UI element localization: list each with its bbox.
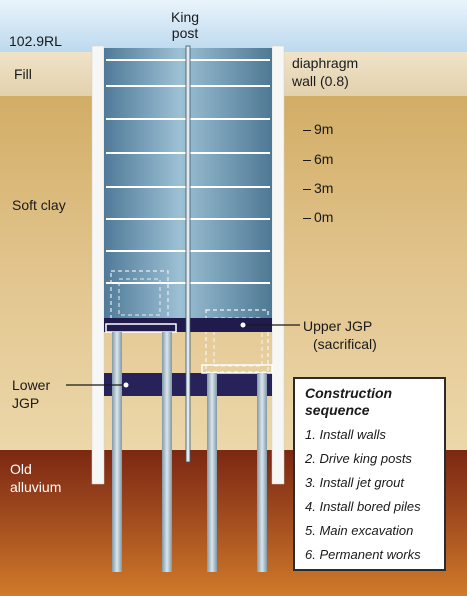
sequence-step: 6. Permanent works [305, 547, 421, 562]
sky-layer [0, 0, 467, 52]
reduced-level-label: 102.9RL [9, 33, 62, 49]
pile-cap-right [201, 364, 273, 374]
construction-sequence-title: Construction sequence [305, 385, 393, 418]
fill-label: Fill [14, 66, 32, 82]
sequence-step: 3. Install jet grout [305, 475, 404, 490]
depth-9m: 9m [303, 121, 333, 138]
diaphragm-wall-left [91, 45, 105, 485]
lower-jgp-label: Lower JGP [12, 377, 51, 411]
diaphragm-wall-label: diaphragm wall (0.8) [292, 55, 359, 89]
bored-pile-3 [207, 373, 217, 572]
upper-jgp-label: Upper JGP (sacrifical) [303, 318, 377, 352]
sequence-step: 4. Install bored piles [305, 499, 421, 514]
depth-0m: 0m [303, 209, 333, 226]
pile-cap-outline-left-inner [118, 278, 161, 316]
lower-jgp-marker [123, 382, 129, 388]
king-post [185, 45, 191, 463]
old-alluvium-label: Old alluvium [10, 461, 62, 495]
construction-sequence-list: 1. Install walls 2. Drive king posts 3. … [305, 423, 436, 567]
upper-jgp-marker [240, 322, 246, 328]
sequence-step: 1. Install walls [305, 427, 386, 442]
diaphragm-wall-right [271, 45, 285, 485]
pile-cap-outline-right [205, 309, 269, 373]
pile-cap-left [105, 323, 177, 333]
bored-pile-4 [257, 373, 267, 572]
depth-6m: 6m [303, 151, 333, 168]
soft-clay-label: Soft clay [12, 197, 66, 213]
king-post-label: King post [171, 9, 200, 41]
depth-3m: 3m [303, 180, 333, 197]
sequence-step: 5. Main excavation [305, 523, 414, 538]
sequence-step: 2. Drive king posts [305, 451, 412, 466]
bored-pile-1 [112, 332, 122, 572]
construction-sequence-box: Construction sequence 1. Install walls 2… [293, 377, 446, 571]
bored-pile-2 [162, 332, 172, 572]
